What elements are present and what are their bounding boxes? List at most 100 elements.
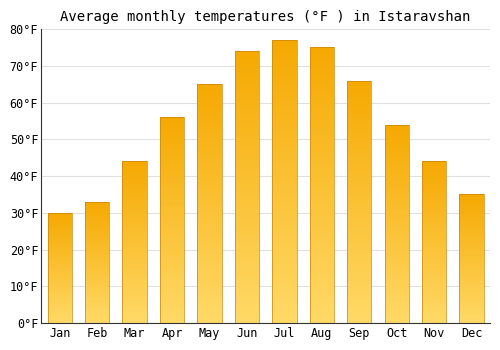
- Bar: [198, 311, 222, 314]
- Bar: [460, 220, 483, 222]
- Bar: [272, 157, 296, 160]
- Bar: [122, 177, 147, 180]
- Bar: [160, 302, 184, 305]
- Bar: [384, 321, 409, 323]
- Bar: [85, 252, 110, 253]
- Bar: [347, 250, 372, 253]
- Bar: [422, 303, 446, 305]
- Bar: [198, 174, 222, 177]
- Bar: [460, 219, 483, 220]
- Bar: [235, 82, 259, 85]
- Bar: [85, 234, 110, 235]
- Bar: [48, 213, 72, 214]
- Bar: [235, 180, 259, 184]
- Bar: [85, 229, 110, 231]
- Bar: [48, 282, 72, 283]
- Bar: [422, 202, 446, 204]
- Bar: [310, 85, 334, 89]
- Bar: [122, 291, 147, 293]
- Bar: [384, 226, 409, 229]
- Bar: [460, 247, 483, 249]
- Bar: [235, 143, 259, 146]
- Bar: [48, 223, 72, 224]
- Bar: [272, 90, 296, 93]
- Bar: [235, 55, 259, 58]
- Bar: [272, 313, 296, 316]
- Bar: [384, 199, 409, 202]
- Bar: [235, 218, 259, 221]
- Bar: [422, 321, 446, 323]
- Bar: [310, 265, 334, 268]
- Bar: [48, 320, 72, 322]
- Bar: [422, 184, 446, 186]
- Bar: [422, 293, 446, 295]
- Bar: [235, 231, 259, 235]
- Bar: [347, 96, 372, 99]
- Bar: [160, 133, 184, 135]
- Bar: [235, 156, 259, 160]
- Bar: [384, 154, 409, 157]
- Bar: [384, 271, 409, 273]
- Bar: [235, 51, 259, 55]
- Bar: [122, 285, 147, 287]
- Bar: [460, 280, 483, 281]
- Bar: [310, 258, 334, 261]
- Bar: [235, 303, 259, 306]
- Bar: [235, 75, 259, 78]
- Bar: [347, 156, 372, 159]
- Bar: [198, 93, 222, 96]
- Bar: [198, 96, 222, 99]
- Bar: [310, 61, 334, 65]
- Bar: [310, 226, 334, 230]
- Bar: [85, 253, 110, 255]
- Bar: [272, 206, 296, 210]
- Bar: [122, 208, 147, 210]
- Bar: [235, 99, 259, 102]
- Bar: [384, 268, 409, 271]
- Bar: [198, 225, 222, 228]
- Bar: [235, 146, 259, 150]
- Bar: [347, 168, 372, 172]
- Bar: [310, 65, 334, 68]
- Bar: [384, 214, 409, 216]
- Bar: [85, 206, 110, 208]
- Bar: [48, 254, 72, 256]
- Bar: [235, 313, 259, 316]
- Bar: [272, 256, 296, 259]
- Bar: [460, 236, 483, 238]
- Bar: [384, 189, 409, 191]
- Bar: [347, 272, 372, 275]
- Bar: [198, 105, 222, 108]
- Bar: [347, 153, 372, 156]
- Bar: [310, 158, 334, 161]
- Bar: [198, 123, 222, 126]
- Bar: [310, 240, 334, 244]
- Bar: [122, 184, 147, 186]
- Bar: [384, 209, 409, 211]
- Bar: [85, 270, 110, 272]
- Bar: [272, 178, 296, 182]
- Bar: [422, 262, 446, 265]
- Bar: [422, 319, 446, 321]
- Bar: [310, 161, 334, 164]
- Bar: [460, 234, 483, 236]
- Bar: [122, 281, 147, 283]
- Bar: [122, 218, 147, 220]
- Bar: [48, 228, 72, 229]
- Bar: [310, 54, 334, 58]
- Bar: [122, 315, 147, 317]
- Bar: [272, 199, 296, 203]
- Bar: [272, 171, 296, 175]
- Bar: [460, 223, 483, 225]
- Bar: [48, 309, 72, 311]
- Bar: [122, 186, 147, 188]
- Bar: [384, 251, 409, 254]
- Bar: [235, 252, 259, 255]
- Bar: [198, 156, 222, 159]
- Bar: [198, 305, 222, 308]
- Bar: [422, 258, 446, 260]
- Bar: [198, 216, 222, 219]
- Bar: [460, 195, 483, 323]
- Bar: [310, 92, 334, 96]
- Bar: [460, 267, 483, 268]
